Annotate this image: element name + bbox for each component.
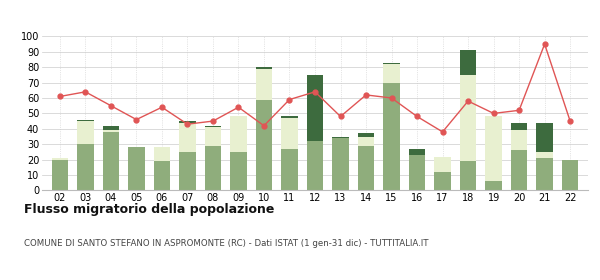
Bar bbox=[52, 158, 68, 160]
Bar bbox=[256, 67, 272, 69]
Bar bbox=[332, 137, 349, 138]
Bar bbox=[256, 69, 272, 100]
Bar bbox=[383, 64, 400, 83]
Bar bbox=[511, 123, 527, 130]
Bar bbox=[77, 144, 94, 190]
Bar bbox=[434, 157, 451, 172]
Bar bbox=[154, 147, 170, 161]
Bar bbox=[536, 158, 553, 190]
Bar bbox=[281, 149, 298, 190]
Bar bbox=[179, 121, 196, 123]
Bar bbox=[103, 130, 119, 132]
Bar bbox=[358, 146, 374, 190]
Bar bbox=[536, 152, 553, 158]
Bar bbox=[358, 136, 374, 146]
Bar bbox=[307, 141, 323, 190]
Bar bbox=[256, 100, 272, 190]
Bar bbox=[205, 127, 221, 146]
Bar bbox=[511, 130, 527, 150]
Bar bbox=[383, 63, 400, 64]
Bar bbox=[103, 126, 119, 130]
Bar bbox=[281, 116, 298, 118]
Bar bbox=[434, 172, 451, 190]
Bar bbox=[358, 133, 374, 137]
Bar bbox=[205, 146, 221, 190]
Bar bbox=[281, 118, 298, 149]
Bar bbox=[383, 83, 400, 190]
Bar bbox=[77, 120, 94, 121]
Bar bbox=[460, 75, 476, 161]
Bar bbox=[230, 152, 247, 190]
Bar bbox=[332, 138, 349, 190]
Bar bbox=[154, 161, 170, 190]
Bar bbox=[205, 126, 221, 127]
Bar bbox=[485, 181, 502, 190]
Text: Flusso migratorio della popolazione: Flusso migratorio della popolazione bbox=[24, 203, 274, 216]
Bar bbox=[409, 149, 425, 155]
Bar bbox=[230, 116, 247, 152]
Text: COMUNE DI SANTO STEFANO IN ASPROMONTE (RC) - Dati ISTAT (1 gen-31 dic) - TUTTITA: COMUNE DI SANTO STEFANO IN ASPROMONTE (R… bbox=[24, 239, 428, 248]
Bar bbox=[128, 147, 145, 190]
Bar bbox=[52, 160, 68, 190]
Bar bbox=[179, 123, 196, 152]
Bar bbox=[485, 116, 502, 181]
Bar bbox=[77, 121, 94, 144]
Bar bbox=[460, 50, 476, 75]
Bar bbox=[511, 150, 527, 190]
Bar bbox=[409, 155, 425, 190]
Bar bbox=[460, 161, 476, 190]
Bar bbox=[562, 160, 578, 190]
Bar bbox=[307, 75, 323, 141]
Bar bbox=[179, 152, 196, 190]
Bar bbox=[103, 132, 119, 190]
Bar bbox=[536, 123, 553, 152]
